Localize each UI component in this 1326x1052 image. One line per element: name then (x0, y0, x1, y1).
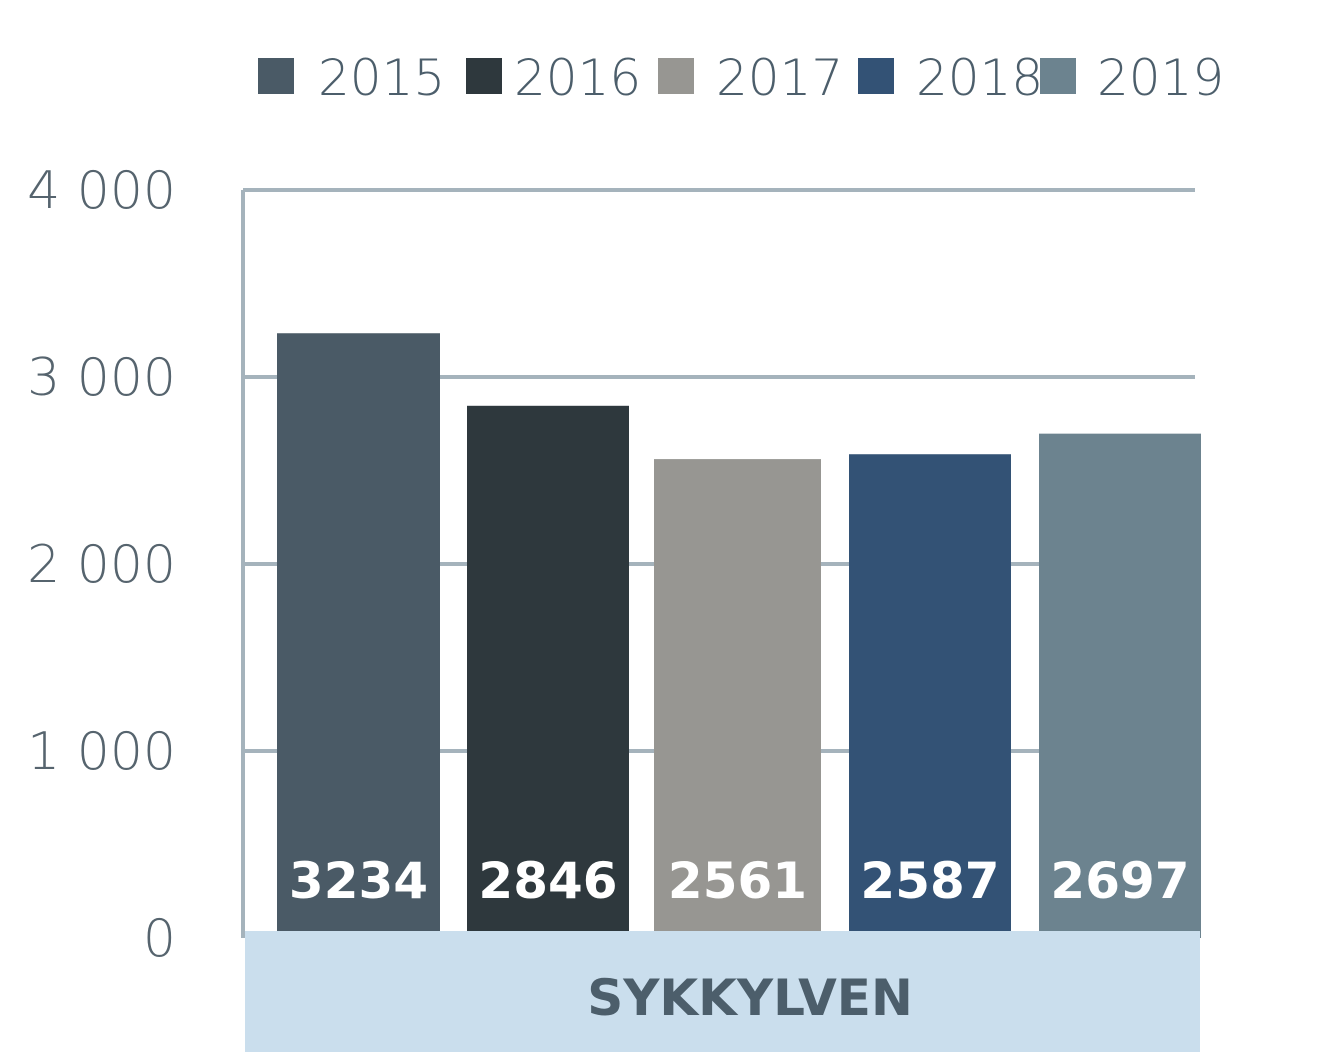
legend-swatch (466, 58, 502, 94)
legend-swatch (1040, 58, 1076, 94)
bars: 3234 2846 2561 2587 2697 (277, 333, 1201, 939)
legend-label: 2016 (514, 49, 641, 107)
y-tick-label: 1 000 (27, 722, 176, 782)
legend-item-2015: 2015 (258, 49, 445, 107)
bar-2018 (849, 454, 1011, 938)
bar-value-label: 2561 (668, 852, 807, 910)
legend-swatch (658, 58, 694, 94)
legend-swatch (858, 58, 894, 94)
bar-2019 (1039, 433, 1201, 938)
bar-2016 (467, 405, 629, 939)
legend-label: 2017 (716, 49, 843, 107)
legend-item-2017: 2017 (658, 49, 843, 107)
y-tick-label: 2 000 (27, 535, 176, 595)
legend-item-2019: 2019 (1040, 49, 1224, 107)
bar-2015 (277, 333, 440, 938)
bar-value-label: 2846 (478, 852, 617, 910)
legend-label: 2015 (318, 49, 445, 107)
legend-item-2016: 2016 (466, 49, 641, 107)
legend-swatch (258, 58, 294, 94)
bar-value-label: 2697 (1050, 852, 1189, 910)
legend: 2015 2016 2017 2018 2019 (258, 49, 1224, 107)
bar-value-label: 3234 (289, 852, 428, 910)
y-tick-label: 4 000 (27, 161, 176, 221)
category-label: SYKKYLVEN (587, 969, 913, 1027)
y-tick-label: 3 000 (27, 348, 176, 408)
bar-2017 (654, 459, 821, 938)
legend-label: 2019 (1097, 49, 1224, 107)
y-tick-label: 0 (143, 909, 176, 969)
legend-item-2018: 2018 (858, 49, 1043, 107)
category-band (245, 931, 1200, 1052)
y-axis-ticks: 0 1 000 2 000 3 000 4 000 (27, 161, 176, 969)
bar-value-label: 2587 (860, 852, 999, 910)
legend-label: 2018 (916, 49, 1043, 107)
